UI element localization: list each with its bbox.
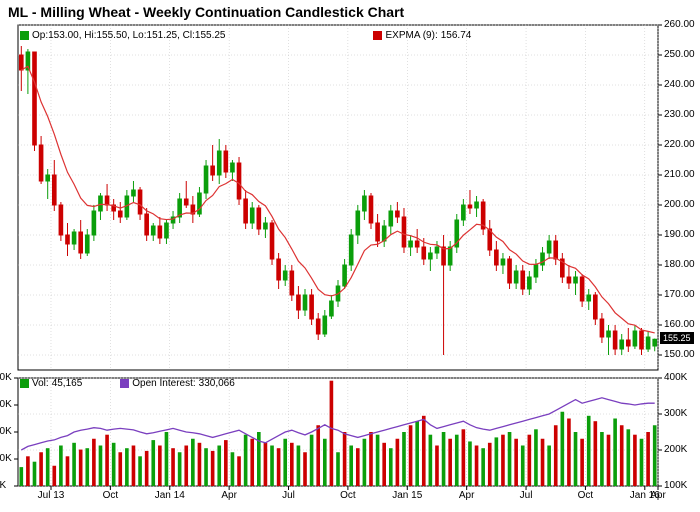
vol-ytick-left: 60K xyxy=(0,399,12,410)
legend-oi-box xyxy=(120,379,129,388)
expma-value: 156.74 xyxy=(441,30,472,41)
vol-value: 45,165 xyxy=(52,378,83,389)
price-ytick: 150.00 xyxy=(664,349,700,360)
vol-ytick-right: 300K xyxy=(664,408,687,419)
expma-label: EXPMA (9): xyxy=(385,30,437,41)
chart-container: ML - Milling Wheat - Weekly Continuation… xyxy=(0,0,700,512)
x-tick-label: Apr xyxy=(459,490,475,501)
price-ytick: 240.00 xyxy=(664,79,700,90)
price-legend: Op:153.00, Hi:155.50, Lo:151.25, Cl:155.… xyxy=(20,30,471,41)
ohlc-text: Op:153.00, Hi:155.50, Lo:151.25, Cl:155.… xyxy=(32,30,225,41)
current-price-tag: 155.25 xyxy=(660,332,694,344)
vol-ytick-left: 20K xyxy=(0,453,12,464)
price-ytick: 250.00 xyxy=(664,49,700,60)
x-tick-label: Jul xyxy=(520,490,533,501)
volume-legend: Vol: 45,165 Open Interest: 330,066 xyxy=(20,378,235,389)
vol-ytick-right: 400K xyxy=(664,372,687,383)
x-tick-label: Oct xyxy=(103,490,119,501)
vol-label: Vol: xyxy=(32,378,49,389)
x-tick-label: Apr xyxy=(650,490,666,501)
price-ytick: 260.00 xyxy=(664,19,700,30)
x-tick-label: Oct xyxy=(340,490,356,501)
oi-label: Open Interest: xyxy=(132,378,195,389)
price-ytick: 180.00 xyxy=(664,259,700,270)
vol-ytick-left: 80K xyxy=(0,372,12,383)
price-ytick: 220.00 xyxy=(664,139,700,150)
price-ytick: 210.00 xyxy=(664,169,700,180)
legend-ohlc: Op:153.00, Hi:155.50, Lo:151.25, Cl:155.… xyxy=(20,30,225,41)
legend-green-box xyxy=(20,31,29,40)
oi-value: 330,066 xyxy=(199,378,235,389)
price-ytick: 200.00 xyxy=(664,199,700,210)
legend-red-box xyxy=(373,31,382,40)
x-tick-label: Oct xyxy=(578,490,594,501)
legend-vol: Vol: 45,165 xyxy=(20,378,82,389)
vol-ytick-right: 200K xyxy=(664,444,687,455)
chart-svg xyxy=(0,0,700,512)
x-tick-label: Jul xyxy=(282,490,295,501)
x-tick-label: Jan 15 xyxy=(392,490,422,501)
price-ytick: 190.00 xyxy=(664,229,700,240)
legend-vol-box xyxy=(20,379,29,388)
price-ytick: 230.00 xyxy=(664,109,700,120)
vol-ytick-left: 0K xyxy=(0,480,6,491)
legend-oi: Open Interest: 330,066 xyxy=(120,378,235,389)
vol-ytick-right: 100K xyxy=(664,480,687,491)
chart-title: ML - Milling Wheat - Weekly Continuation… xyxy=(8,4,404,20)
legend-expma: EXPMA (9): 156.74 xyxy=(373,30,471,41)
price-ytick: 160.00 xyxy=(664,319,700,330)
x-tick-label: Jan 14 xyxy=(155,490,185,501)
x-tick-label: Apr xyxy=(221,490,237,501)
x-tick-label: Jul 13 xyxy=(38,490,65,501)
vol-ytick-left: 40K xyxy=(0,426,12,437)
price-ytick: 170.00 xyxy=(664,289,700,300)
